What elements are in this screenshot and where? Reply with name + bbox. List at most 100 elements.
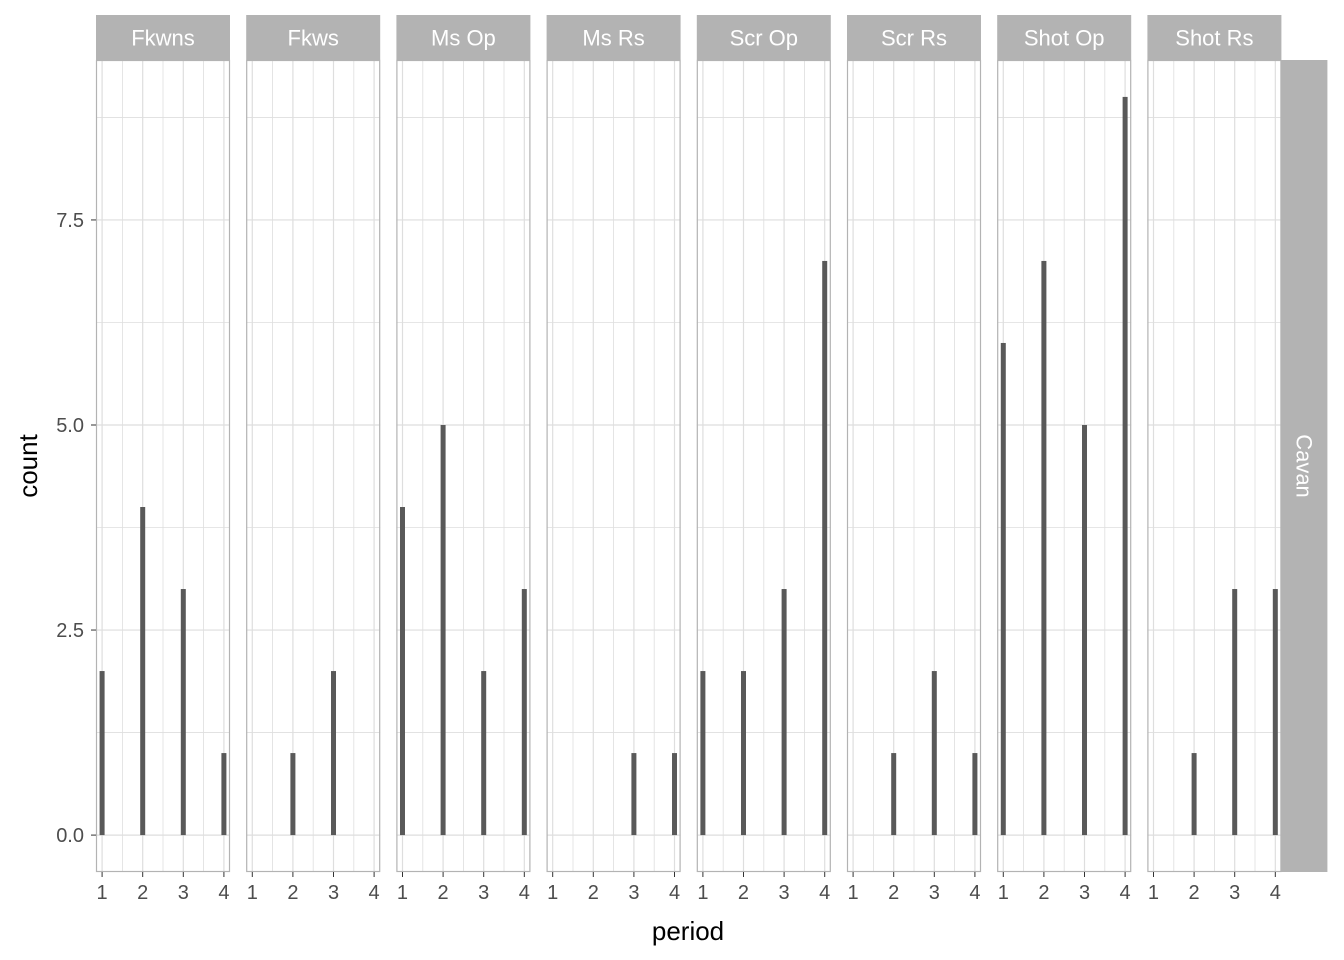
x-tick-label: 2 (1038, 882, 1049, 904)
x-tick-label: 3 (328, 882, 339, 904)
bar (99, 671, 105, 836)
bar (290, 753, 296, 836)
row-strip-label: Cavan (1291, 434, 1316, 498)
facet-strip-label: Ms Rs (582, 26, 644, 51)
y-tick-label: 5.0 (56, 415, 84, 437)
bar (140, 507, 146, 836)
panel-border (696, 59, 831, 873)
bar (891, 753, 897, 836)
bar (972, 753, 978, 836)
bar (1272, 589, 1278, 836)
bar (481, 671, 487, 836)
facet-panel: Fkws 1 2 3 4 (246, 15, 381, 904)
x-tick-label: 3 (178, 882, 189, 904)
x-tick-label: 1 (697, 882, 708, 904)
panel-border (846, 59, 982, 873)
facet-strip (96, 15, 230, 60)
x-tick-label: 4 (218, 882, 229, 904)
x-tick-label: 2 (137, 882, 148, 904)
x-tick-label: 1 (547, 882, 558, 904)
facet-strip (997, 15, 1132, 60)
x-tick-label: 2 (888, 882, 899, 904)
bar (822, 260, 828, 836)
panel-border (246, 59, 381, 873)
facet-panels: Fkwns 1 2 3 4 Fkws 1 2 3 4 Ms Op 1 2 3 4 Ms Rs 1 2 3 4 Scr O… (95, 15, 1282, 904)
facet-strip (847, 15, 981, 60)
x-tick-label: 1 (247, 882, 258, 904)
bar (1191, 753, 1197, 836)
facet-strip-label: Ms Op (431, 26, 496, 51)
bar (1082, 424, 1088, 836)
panel-border (396, 59, 531, 873)
x-tick-label: 3 (1229, 882, 1240, 904)
bar (521, 589, 527, 836)
bar (440, 424, 446, 836)
bar (700, 671, 706, 836)
x-tick-label: 3 (779, 882, 790, 904)
x-tick-label: 2 (1189, 882, 1200, 904)
bar (1122, 96, 1128, 836)
facet-panel: Shot Rs 1 2 3 4 (1147, 15, 1282, 904)
x-tick-label: 1 (397, 882, 408, 904)
x-tick-label: 3 (478, 882, 489, 904)
y-axis-title: count (13, 433, 43, 497)
x-axis-title: period (652, 916, 724, 946)
x-tick-label: 3 (628, 882, 639, 904)
row-strip-background (1281, 60, 1328, 872)
y-tick-label: 0.0 (56, 825, 84, 847)
bar (781, 589, 787, 836)
x-tick-label: 4 (669, 882, 680, 904)
x-tick-label: 1 (97, 882, 108, 904)
x-tick-label: 1 (1148, 882, 1159, 904)
x-tick-label: 4 (369, 882, 380, 904)
facet-strip (696, 15, 831, 60)
y-tick-label: 2.5 (56, 620, 84, 642)
x-tick-label: 1 (998, 882, 1009, 904)
x-tick-label: 3 (1079, 882, 1090, 904)
x-tick-label: 2 (588, 882, 599, 904)
panel-border (95, 59, 231, 873)
x-tick-label: 4 (1270, 882, 1281, 904)
panel-border (546, 59, 681, 873)
facet-strip (396, 15, 531, 60)
facet-strip (546, 15, 681, 60)
x-tick-label: 1 (848, 882, 859, 904)
y-axis: 0.0 2.5 5.0 7.5 (56, 210, 96, 847)
bar (931, 671, 937, 836)
bar (1232, 589, 1238, 836)
bar (180, 589, 186, 836)
facet-strip-label: Fkwns (131, 26, 195, 51)
facet-panel: Fkwns 1 2 3 4 (95, 15, 231, 904)
x-tick-label: 4 (1120, 882, 1131, 904)
facet-panel: Scr Rs 1 2 3 4 (846, 15, 982, 904)
facet-panel: Ms Op 1 2 3 4 (396, 15, 531, 904)
x-tick-label: 4 (969, 882, 980, 904)
bar (399, 507, 405, 836)
bar (631, 753, 637, 836)
facet-strip-label: Fkws (288, 26, 339, 51)
bar (1041, 260, 1047, 836)
facet-strip-label: Shot Rs (1175, 26, 1253, 51)
x-tick-label: 2 (438, 882, 449, 904)
bar (672, 753, 678, 836)
bar (221, 753, 227, 836)
facet-strip-label: Scr Op (730, 26, 798, 51)
facet-strip (1147, 15, 1282, 60)
bar (740, 671, 746, 836)
facet-strip (246, 15, 381, 60)
bar (331, 671, 337, 836)
panel-border (997, 59, 1132, 873)
facet-panel: Ms Rs 1 2 3 4 (546, 15, 681, 904)
facet-strip-label: Scr Rs (881, 26, 947, 51)
x-tick-label: 2 (287, 882, 298, 904)
y-tick-label: 7.5 (56, 210, 84, 232)
row-strip: Cavan (1281, 60, 1328, 872)
x-tick-label: 4 (819, 882, 830, 904)
facet-panel: Scr Op 1 2 3 4 (696, 15, 831, 904)
x-tick-label: 4 (519, 882, 530, 904)
x-tick-label: 3 (929, 882, 940, 904)
facet-strip-label: Shot Op (1024, 26, 1105, 51)
bar (1000, 342, 1006, 836)
facet-panel: Shot Op 1 2 3 4 (997, 15, 1132, 904)
